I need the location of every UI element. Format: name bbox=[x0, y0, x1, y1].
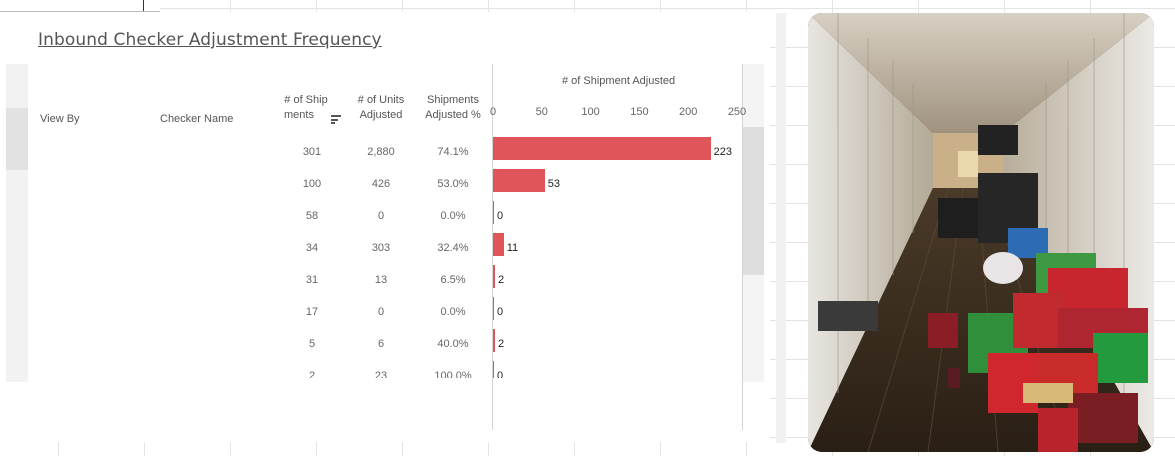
cell-units-adjusted: 426 bbox=[371, 178, 391, 190]
bar[interactable] bbox=[493, 169, 545, 192]
col-header-shipments: # of Ship ments bbox=[276, 93, 336, 123]
cell-shipments-adjusted-pct: 74.1% bbox=[437, 146, 469, 158]
bar[interactable] bbox=[493, 297, 494, 320]
bar-data-label: 0 bbox=[497, 370, 504, 378]
cell-units-adjusted: 2,880 bbox=[367, 146, 395, 158]
bar-data-label: 53 bbox=[547, 178, 560, 190]
cell-units-adjusted: 0 bbox=[377, 210, 385, 222]
cell-shipments-adjusted-pct: 6.5% bbox=[440, 274, 466, 286]
cell-shipments: 17 bbox=[305, 306, 319, 318]
cell-shipments-adjusted-pct: 40.0% bbox=[437, 338, 469, 350]
bar[interactable] bbox=[493, 265, 495, 288]
col-header-pct: Shipments Adjusted % bbox=[420, 93, 486, 123]
axis-tick-label: 100 bbox=[581, 106, 600, 118]
truck-trailer-photo bbox=[808, 13, 1154, 452]
col-header-checker-name: Checker Name bbox=[160, 113, 234, 125]
cell-divider bbox=[143, 0, 144, 11]
row-selector bbox=[6, 108, 28, 170]
bar[interactable] bbox=[493, 137, 711, 160]
axis-tick-label: 250 bbox=[727, 106, 747, 118]
dashboard-title: Inbound Checker Adjustment Frequency bbox=[38, 30, 382, 50]
col-header-units-line2: Adjusted bbox=[359, 109, 403, 121]
panel-border bbox=[742, 64, 743, 430]
cell-units-adjusted: 303 bbox=[371, 242, 391, 254]
cell-shipments: 58 bbox=[305, 210, 319, 222]
axis-tick-label: 150 bbox=[630, 106, 649, 118]
cell-shipments: 31 bbox=[305, 274, 319, 286]
bar[interactable] bbox=[493, 233, 504, 256]
col-header-view-by: View By bbox=[40, 113, 80, 125]
chart-divider bbox=[492, 64, 493, 430]
cell-units-adjusted: 13 bbox=[374, 274, 388, 286]
col-header-pct-line1: Shipments bbox=[427, 94, 479, 106]
cell-units-adjusted: 23 bbox=[374, 370, 388, 378]
cell-shipments-adjusted-pct: 100.0% bbox=[434, 370, 472, 378]
bar-data-label: 2 bbox=[498, 338, 505, 350]
col-header-units: # of Units Adjusted bbox=[350, 93, 412, 123]
cell-shipments: 2 bbox=[308, 370, 316, 378]
bar-data-label: 223 bbox=[713, 146, 732, 158]
sort-descending-icon[interactable] bbox=[331, 115, 341, 124]
axis-title: # of Shipment Adjusted bbox=[562, 75, 676, 87]
bar-data-label: 2 bbox=[498, 274, 505, 286]
cell-shipments: 5 bbox=[308, 338, 316, 350]
data-table: 301 2,880 74.1% 223 100 426 53.0% 53 58 0 0.0% 0 34 3… bbox=[0, 64, 770, 378]
bar[interactable] bbox=[493, 361, 494, 378]
axis-tick-label: 50 bbox=[535, 106, 548, 118]
col-header-units-line1: # of Units bbox=[357, 94, 405, 106]
bar[interactable] bbox=[493, 329, 495, 352]
col-header-shipments-line2: ments bbox=[284, 109, 314, 121]
image-separator bbox=[776, 13, 786, 443]
col-header-shipments-line1: # of Ship bbox=[284, 94, 328, 106]
spreadsheet-cell[interactable] bbox=[0, 0, 160, 12]
bar-data-label: 0 bbox=[497, 306, 504, 318]
bar-data-label: 11 bbox=[506, 242, 519, 254]
cell-shipments-adjusted-pct: 0.0% bbox=[440, 306, 466, 318]
cell-units-adjusted: 0 bbox=[377, 306, 385, 318]
bar-data-label: 0 bbox=[497, 210, 504, 222]
cell-shipments: 301 bbox=[302, 146, 322, 158]
cell-shipments: 100 bbox=[302, 178, 322, 190]
col-header-pct-line2: Adjusted % bbox=[425, 109, 481, 121]
axis-tick-label: 0 bbox=[489, 106, 497, 118]
dashboard-image: Inbound Checker Adjustment Frequency Vie… bbox=[0, 12, 770, 442]
cell-shipments-adjusted-pct: 32.4% bbox=[437, 242, 469, 254]
cell-shipments: 34 bbox=[305, 242, 319, 254]
cell-shipments-adjusted-pct: 53.0% bbox=[437, 178, 469, 190]
cell-shipments-adjusted-pct: 0.0% bbox=[440, 210, 466, 222]
bar[interactable] bbox=[493, 201, 494, 224]
scroll-thumb bbox=[742, 127, 764, 275]
cell-units-adjusted: 6 bbox=[377, 338, 385, 350]
axis-tick-label: 200 bbox=[679, 106, 698, 118]
